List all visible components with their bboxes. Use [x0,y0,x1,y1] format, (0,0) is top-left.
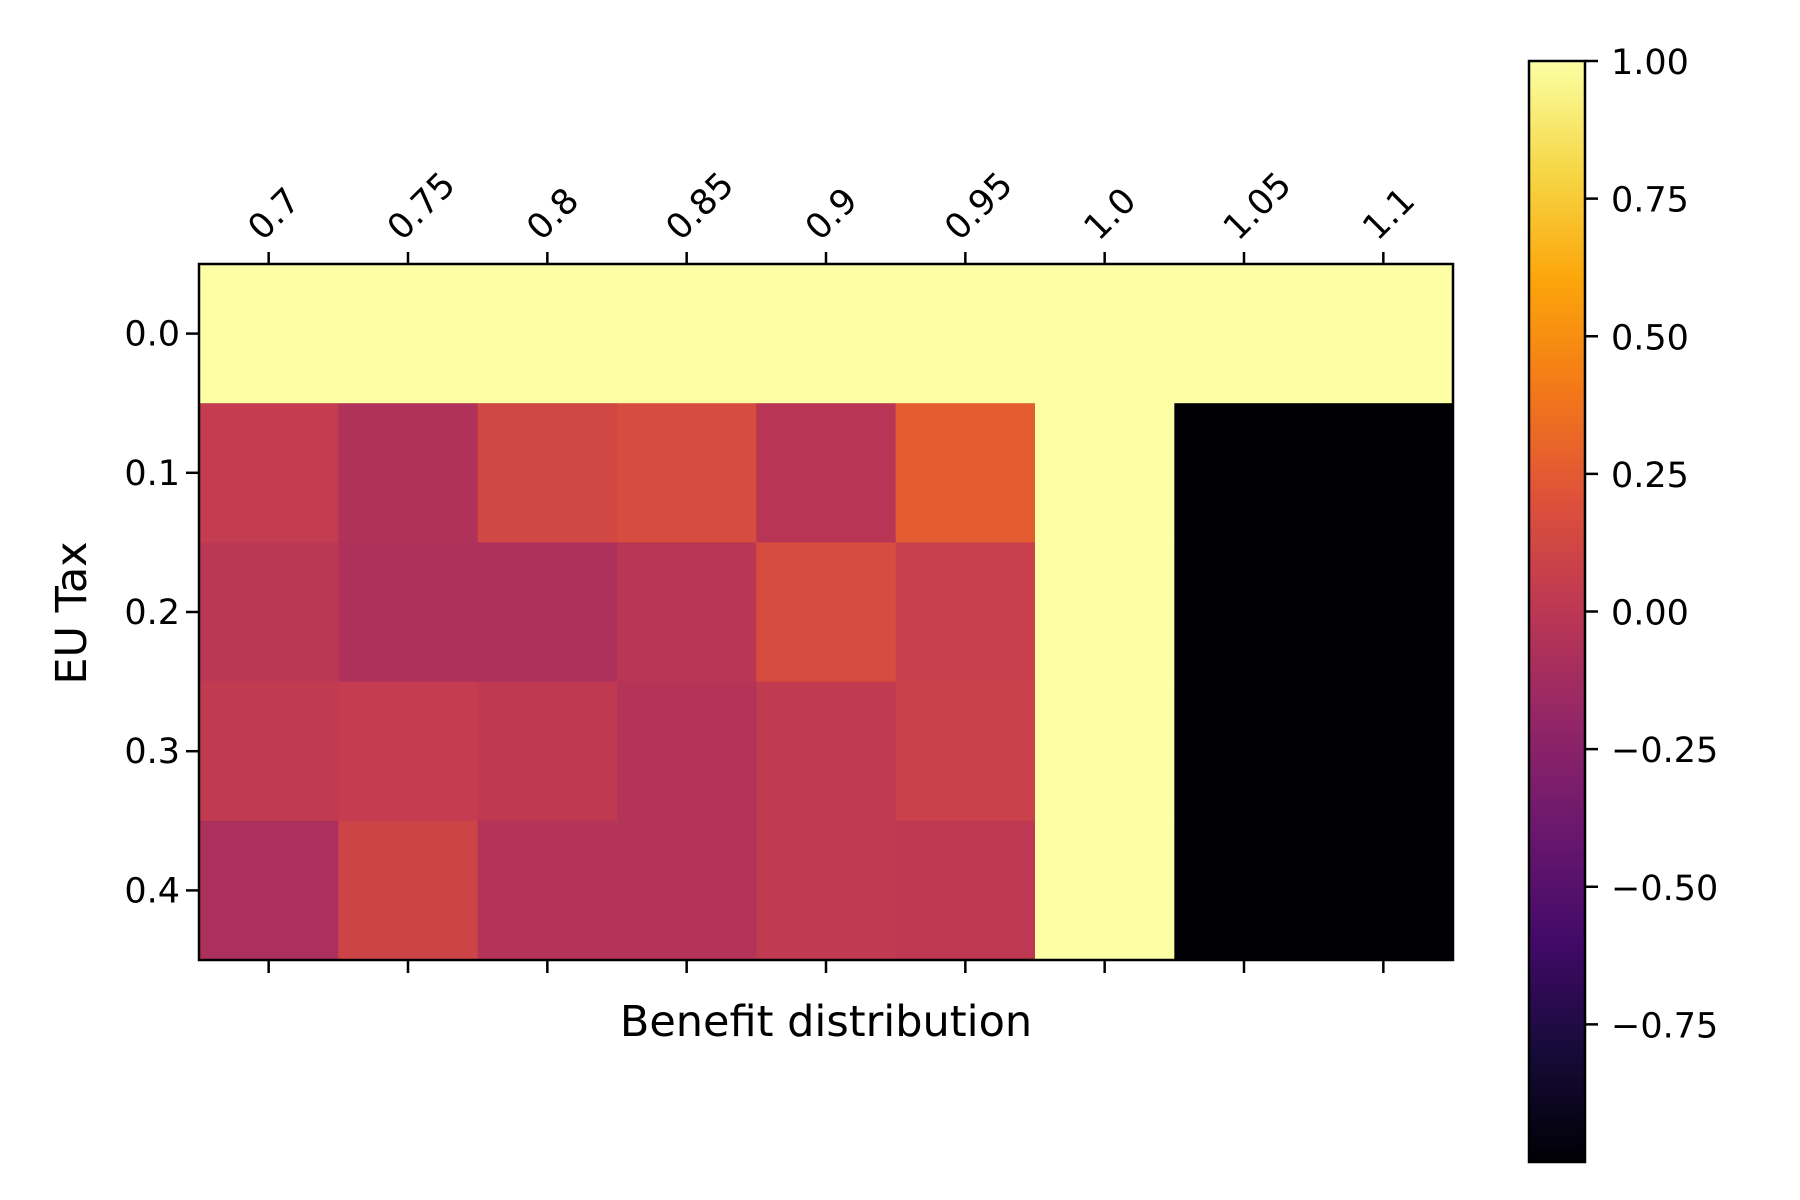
heatmap-cell [756,264,897,404]
heatmap-cell [1174,820,1315,961]
heatmap-cell [1313,264,1454,404]
heatmap-cell [1174,264,1315,404]
colorbar-gradient [1529,61,1585,1162]
heatmap-cell [756,681,897,822]
heatmap-cell [477,681,618,822]
heatmap-cell [199,542,339,683]
heatmap-cell [199,264,339,404]
heatmap-cell [1313,681,1454,822]
heatmap-cell [1313,542,1454,683]
heatmap-cell [895,681,1036,822]
heatmap-cell [895,542,1036,683]
x-tick-label: 0.85 [659,165,742,248]
heatmap-cell [1174,542,1315,683]
x-tick-label: 1.05 [1216,165,1299,248]
x-tick-label: 0.8 [519,181,587,249]
heatmap-cell [617,264,757,404]
heatmap-cell [199,820,339,961]
colorbar-tick-label: 1.00 [1611,43,1689,83]
heatmap-cell [338,681,479,822]
x-ticks-top: 0.7 0.75 0.8 0.85 0.9 0.95 1.0 1.05 1.1 [241,165,1423,264]
x-axis-label: Benefit distribution [620,997,1032,1047]
colorbar-tick-label: −0.75 [1611,1006,1718,1046]
heatmap-cell [1035,403,1175,543]
x-ticks-bottom [267,960,1385,973]
colorbar-tick-label: −0.50 [1611,869,1718,909]
y-tick-label: 0.4 [124,871,180,911]
heatmap-cell [617,820,757,961]
y-ticks: 0.0 0.1 0.2 0.3 0.4 [124,315,199,911]
heatmap-cell [756,542,897,683]
heatmap-cell [477,542,618,683]
heatmap-cell [617,681,757,822]
heatmap-cell [895,264,1036,404]
heatmap-cell [1174,403,1315,543]
heatmap-cell [338,264,479,404]
heatmap-cell [338,542,479,683]
heatmap-cell [477,820,618,961]
heatmap-cell [1035,820,1175,961]
heatmap-cell [477,264,618,404]
heatmap-cell [1313,820,1454,961]
x-tick-label: 1.0 [1077,181,1145,249]
heatmap-cell [338,820,479,961]
heatmap-cell [1035,264,1175,404]
colorbar-tick-label: 0.75 [1611,181,1689,221]
heatmap-cell [617,403,757,543]
y-tick-label: 0.2 [124,593,180,633]
x-tick-label: 0.75 [380,165,463,248]
heatmap-cell [1174,681,1315,822]
colorbar-tick-label: 0.00 [1611,594,1689,634]
colorbar-tick-label: 0.25 [1611,456,1689,496]
y-tick-label: 0.3 [124,732,180,772]
heatmap-cell [1035,542,1175,683]
heatmap-cells [199,264,1454,961]
y-axis-label: EU Tax [47,541,97,684]
heatmap-cell [617,542,757,683]
heatmap-cell [199,403,339,543]
heatmap-cell [895,820,1036,961]
x-tick-label: 0.9 [798,181,866,249]
x-tick-label: 0.7 [241,181,309,249]
heatmap-cell [895,403,1036,543]
colorbar: 1.00 0.75 0.50 0.25 0.00 −0.25 −0.50 −0.75 [1527,43,1718,1164]
heatmap-cell [756,403,897,543]
heatmap-cell [477,403,618,543]
colorbar-tick-label: 0.50 [1611,318,1689,358]
x-tick-label: 1.1 [1355,181,1423,249]
heatmap-cell [1035,681,1175,822]
colorbar-tick-label: −0.25 [1611,731,1718,771]
y-tick-label: 0.1 [124,454,180,494]
x-tick-label: 0.95 [937,165,1020,248]
heatmap-cell [1313,403,1454,543]
heatmap-cell [756,820,897,961]
heatmap-cell [199,681,339,822]
heatmap-cell [338,403,479,543]
y-tick-label: 0.0 [124,315,180,355]
